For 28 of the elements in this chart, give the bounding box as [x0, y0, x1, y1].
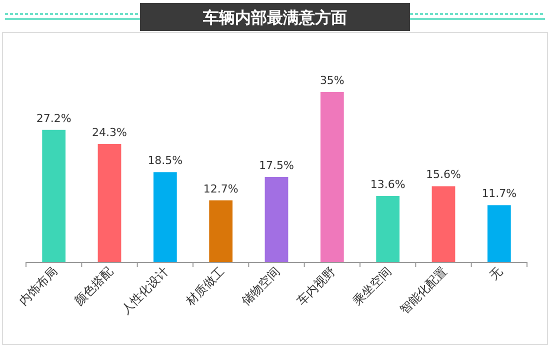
data-label: 18.5% [148, 154, 183, 168]
x-tick-label: 人性化设计 [118, 264, 172, 317]
chart-title: 车辆内部最满意方面 [202, 8, 347, 27]
bar [209, 200, 233, 262]
x-tick-label: 乘坐空间 [350, 264, 394, 308]
data-label: 15.6% [426, 168, 461, 182]
data-label: 17.5% [259, 159, 294, 172]
data-label: 35% [320, 74, 344, 87]
bar [42, 130, 66, 262]
bar [320, 92, 344, 262]
x-tick-label: 无 [486, 264, 506, 283]
bar [487, 205, 511, 262]
data-label: 13.6% [370, 178, 406, 191]
x-tick-label: 颜色搭配 [72, 264, 116, 308]
bar [376, 196, 400, 262]
data-label: 12.7% [203, 182, 238, 196]
x-tick-label: 智能化配置 [397, 264, 450, 317]
data-label: 24.3% [92, 126, 127, 139]
data-label: 27.2% [36, 112, 72, 125]
bar [98, 144, 122, 262]
bar [153, 172, 177, 262]
x-tick-label: 车内视野 [294, 264, 338, 308]
x-tick-label: 储物空间 [238, 264, 283, 308]
bar [264, 177, 288, 262]
bar [432, 186, 456, 262]
x-tick-label: 内饰布局 [16, 264, 60, 308]
x-tick-label: 材质做工 [182, 264, 227, 309]
data-label: 11.7% [482, 187, 517, 200]
